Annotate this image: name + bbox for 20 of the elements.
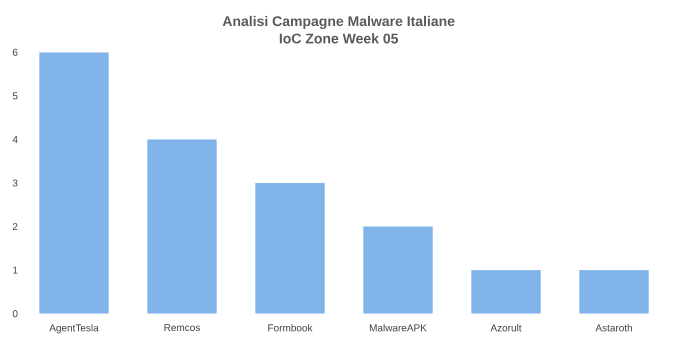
y-tick-label: 3 xyxy=(12,179,18,187)
y-tick-label: 4 xyxy=(12,136,18,143)
x-tick-label: MalwareAPK xyxy=(370,324,427,332)
y-tick-label: 0 xyxy=(12,310,18,318)
x-tick-label: AgentTesla xyxy=(49,324,99,334)
bar xyxy=(363,226,433,314)
y-tick-label: 2 xyxy=(12,223,18,230)
x-tick-label: Remcos xyxy=(164,324,200,332)
chart-title: Analisi Campagne Malware Italiane IoC Zone Week 05 xyxy=(222,16,454,44)
x-tick-label: Astaroth xyxy=(595,324,632,332)
bar xyxy=(579,270,649,314)
bar xyxy=(255,183,325,314)
x-tick-label: Azorult xyxy=(490,324,522,332)
y-tick-label: 6 xyxy=(12,48,18,56)
bar xyxy=(471,270,541,314)
bar xyxy=(39,52,109,314)
y-tick-label: 5 xyxy=(12,92,18,100)
bar xyxy=(147,139,217,314)
x-tick-label: Formbook xyxy=(268,324,313,332)
y-tick-label: 1 xyxy=(13,266,18,274)
